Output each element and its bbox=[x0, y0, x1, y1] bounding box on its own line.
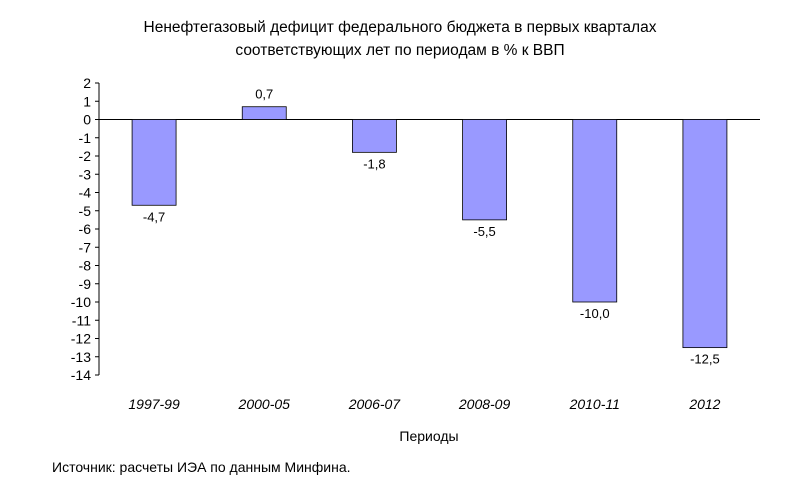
y-tick-label: -8 bbox=[79, 258, 92, 274]
y-tick-label: -7 bbox=[79, 239, 92, 255]
bar bbox=[131, 119, 177, 206]
bar bbox=[682, 119, 728, 349]
bar bbox=[462, 119, 507, 221]
data-label: -1,8 bbox=[363, 156, 385, 171]
chart-title-line-1: Ненефтегазовый дефицит федерального бюдж… bbox=[143, 19, 657, 36]
y-tick-label: -9 bbox=[79, 276, 92, 292]
y-tick-label: 0 bbox=[83, 112, 91, 128]
x-tick-label: 2006-07 bbox=[348, 396, 402, 412]
y-tick-label: -12 bbox=[71, 331, 91, 347]
y-tick-label: -4 bbox=[79, 185, 92, 201]
y-tick-label: -11 bbox=[72, 312, 91, 328]
y-tick-label: -6 bbox=[79, 221, 92, 237]
y-tick-label: -2 bbox=[79, 148, 92, 164]
y-tick-label: -13 bbox=[71, 349, 91, 365]
data-label: -10,0 bbox=[580, 306, 610, 321]
plot-area: 2 1 0 -1 -2 -3 -4 -5 -6 -7 -8 -9 -10 -11 -12 -13 -14 -4,7… bbox=[71, 75, 760, 412]
y-tick-label: 1 bbox=[83, 93, 91, 109]
chart-title: Ненефтегазовый дефицит федерального бюдж… bbox=[0, 16, 800, 62]
y-tick-label: -10 bbox=[71, 294, 91, 310]
bar bbox=[352, 119, 397, 153]
bar bbox=[241, 106, 287, 120]
chart-title-line-2: соответствующих лет по периодам в % к ВВ… bbox=[235, 42, 565, 59]
x-tick-label: 2012 bbox=[688, 396, 720, 412]
data-label: -4,7 bbox=[143, 209, 165, 224]
y-tick-label: -3 bbox=[79, 166, 92, 182]
y-tick-label: -14 bbox=[71, 367, 91, 383]
data-label: -5,5 bbox=[473, 224, 495, 239]
x-axis-title: Периоды bbox=[399, 428, 458, 444]
y-tick-label: 2 bbox=[83, 75, 91, 91]
x-tick-label: 2008-09 bbox=[458, 396, 511, 412]
data-label: 0,7 bbox=[255, 87, 273, 102]
x-tick-label: 1997-99 bbox=[128, 396, 180, 412]
y-tick-label: -5 bbox=[79, 203, 92, 219]
bar bbox=[572, 119, 618, 303]
source-note: Источник: расчеты ИЭА по данным Минфина. bbox=[52, 459, 351, 475]
x-tick-label: 2000-05 bbox=[238, 396, 291, 412]
y-tick-label: -1 bbox=[79, 130, 92, 146]
data-label: -12,5 bbox=[690, 352, 720, 367]
x-tick-label: 2010-11 bbox=[569, 396, 620, 412]
